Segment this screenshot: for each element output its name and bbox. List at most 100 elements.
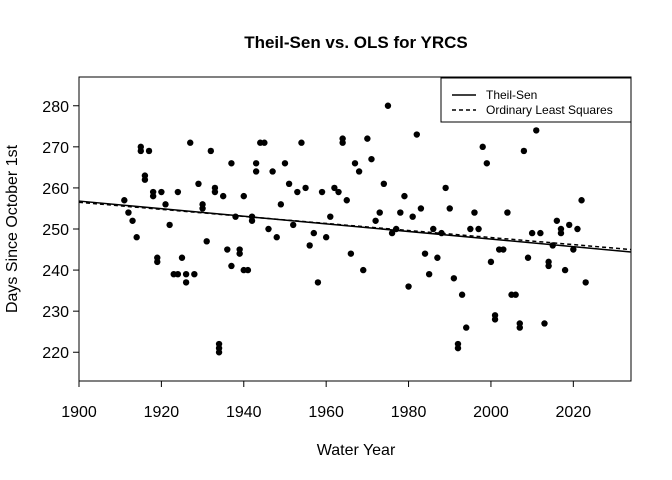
data-point (252, 168, 260, 175)
data-point (294, 188, 301, 196)
data-point (195, 180, 202, 188)
data-point (500, 246, 507, 253)
data-point (368, 155, 375, 163)
data-point (360, 266, 367, 274)
legend-label-ols: Ordinary Least Squares (486, 103, 613, 117)
data-point (491, 316, 499, 323)
data-point (290, 221, 297, 229)
data-point (298, 139, 305, 146)
data-point (137, 147, 144, 155)
data-point (162, 201, 169, 208)
data-point (215, 349, 223, 356)
data-point (335, 188, 342, 196)
y-tick-label: 270 (42, 140, 69, 157)
data-point (228, 160, 235, 167)
data-point (240, 192, 247, 200)
x-tick-label: 1940 (226, 404, 262, 421)
data-point (557, 229, 565, 237)
data-point (541, 320, 548, 327)
data-point (479, 143, 486, 151)
x-tick-label: 1920 (144, 404, 180, 421)
x-axis-label: Water Year (317, 442, 396, 459)
data-point (302, 184, 309, 192)
data-point (166, 221, 173, 229)
data-point (520, 147, 528, 155)
data-point (306, 242, 313, 249)
data-point (471, 209, 478, 216)
data-point (232, 213, 239, 220)
data-point (310, 229, 318, 237)
x-tick-label: 1960 (308, 404, 344, 421)
data-point (578, 197, 585, 204)
data-point (467, 225, 474, 233)
y-tick-label: 250 (42, 222, 69, 239)
y-axis: 220 230 240 250 260 270 280 (42, 99, 79, 362)
data-point (281, 160, 289, 167)
data-point (331, 184, 338, 192)
data-point (347, 250, 355, 257)
data-point (207, 147, 215, 155)
data-point (458, 291, 466, 298)
data-point (187, 139, 194, 146)
data-point (314, 279, 322, 286)
data-point (191, 270, 198, 278)
data-point (438, 229, 445, 237)
data-point (434, 254, 441, 261)
x-tick-label: 1900 (61, 404, 97, 421)
data-point (327, 213, 334, 220)
legend-box (440, 77, 632, 123)
theil-sen-line (78, 200, 632, 253)
data-point (277, 201, 285, 208)
data-point (121, 197, 128, 204)
data-point (125, 209, 132, 216)
data-point (442, 184, 449, 192)
data-point (372, 217, 379, 224)
data-point (553, 217, 561, 224)
data-point (224, 246, 231, 253)
data-point (145, 147, 153, 155)
data-point (392, 225, 400, 233)
data-point (417, 205, 425, 212)
data-point (516, 324, 523, 331)
data-point (454, 344, 462, 352)
data-point (219, 192, 227, 200)
data-point (388, 229, 396, 237)
chart-title: Theil-Sen vs. OLS for YRCS (244, 33, 468, 52)
data-point (582, 279, 589, 286)
data-point (355, 168, 363, 175)
data-point (475, 225, 482, 233)
data-point (504, 209, 511, 216)
data-point (158, 188, 165, 196)
data-point (178, 254, 186, 261)
y-tick-label: 240 (42, 263, 69, 280)
data-point (401, 192, 408, 200)
data-point (463, 324, 470, 331)
data-point (174, 270, 182, 278)
data-point (174, 188, 182, 196)
data-point (149, 192, 157, 200)
y-tick-label: 220 (42, 345, 69, 362)
y-axis-label: Days Since October 1st (4, 144, 21, 313)
data-point (261, 139, 268, 146)
data-point (182, 270, 190, 278)
data-point (376, 209, 383, 216)
data-point (533, 127, 540, 134)
data-point (545, 262, 552, 270)
data-point (512, 291, 519, 298)
data-point (566, 221, 573, 229)
data-point (133, 234, 140, 241)
data-point (252, 160, 260, 167)
y-tick-label: 260 (42, 181, 69, 198)
data-point (265, 225, 272, 233)
data-point (244, 266, 252, 274)
data-point (446, 205, 453, 212)
data-point (269, 168, 276, 175)
data-point (199, 205, 206, 212)
data-point (364, 135, 371, 142)
data-point (421, 250, 429, 257)
legend-label-theil-sen: Theil-Sen (486, 88, 537, 102)
data-points (121, 102, 589, 356)
data-point (561, 266, 569, 274)
data-point (154, 258, 161, 266)
